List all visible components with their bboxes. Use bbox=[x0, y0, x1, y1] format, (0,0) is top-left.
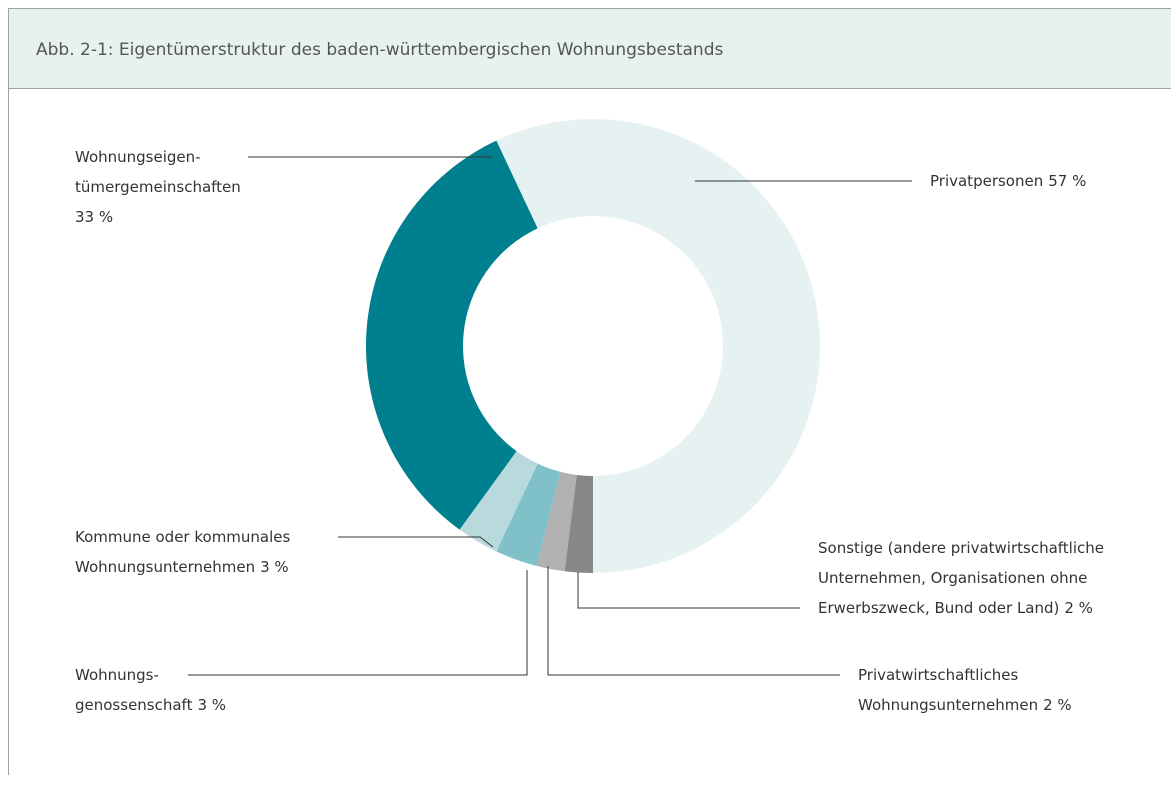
slice-label: Kommune oder kommunales Wohnungsunternehm… bbox=[75, 528, 291, 576]
leader-line bbox=[188, 570, 528, 676]
slice-label: Privatwirtschaftliches Wohnungsunternehme… bbox=[858, 666, 1072, 714]
label-line: Wohnungsunternehmen bbox=[75, 558, 255, 576]
slice-label: Wohnungseigen-tümergemeinschaften 33 % bbox=[75, 148, 241, 226]
slice-label: Wohnungs-genossenschaft 3 % bbox=[75, 666, 226, 714]
label-line: Wohnungsunternehmen bbox=[858, 696, 1038, 714]
label-line: genossenschaft bbox=[75, 696, 193, 714]
slice-label: Privatpersonen 57 % bbox=[930, 172, 1086, 190]
leader-line bbox=[577, 572, 800, 609]
donut-slice bbox=[496, 119, 820, 574]
label-line: Unternehmen, Organisationen ohne bbox=[818, 569, 1087, 587]
label-line: Wohnungs- bbox=[75, 666, 159, 684]
label-line: Privatwirtschaftliches bbox=[858, 666, 1019, 684]
label-line: Sonstige (andere privatwirtschaftliche bbox=[818, 539, 1104, 557]
value-label: 3 % bbox=[260, 558, 289, 576]
donut-slice bbox=[459, 451, 538, 552]
label-line: tümergemeinschaften bbox=[75, 178, 241, 196]
label-line: Wohnungseigen- bbox=[75, 148, 201, 166]
slice-label: Sonstige (andere privatwirtschaftliche Un… bbox=[818, 539, 1104, 617]
leader-line bbox=[338, 536, 494, 548]
donut-slice bbox=[496, 463, 561, 566]
value-label: 2 % bbox=[1043, 696, 1072, 714]
value-label: 57 % bbox=[1048, 172, 1086, 190]
leader-line bbox=[547, 566, 840, 676]
label-line: Erwerbszweck, Bund oder Land) bbox=[818, 599, 1059, 617]
donut-slice bbox=[564, 474, 593, 573]
chart-title: Abb. 2-1: Eigentümerstruktur des baden-w… bbox=[36, 40, 723, 60]
value-label: 3 % bbox=[197, 696, 226, 714]
donut-slice bbox=[536, 471, 577, 572]
label-line: Privatpersonen bbox=[930, 172, 1043, 190]
header-band bbox=[8, 8, 1171, 89]
value-label: 33 % bbox=[75, 208, 113, 226]
donut-slice bbox=[366, 140, 538, 530]
value-label: 2 % bbox=[1064, 599, 1093, 617]
label-line: Kommune oder kommunales bbox=[75, 528, 291, 546]
